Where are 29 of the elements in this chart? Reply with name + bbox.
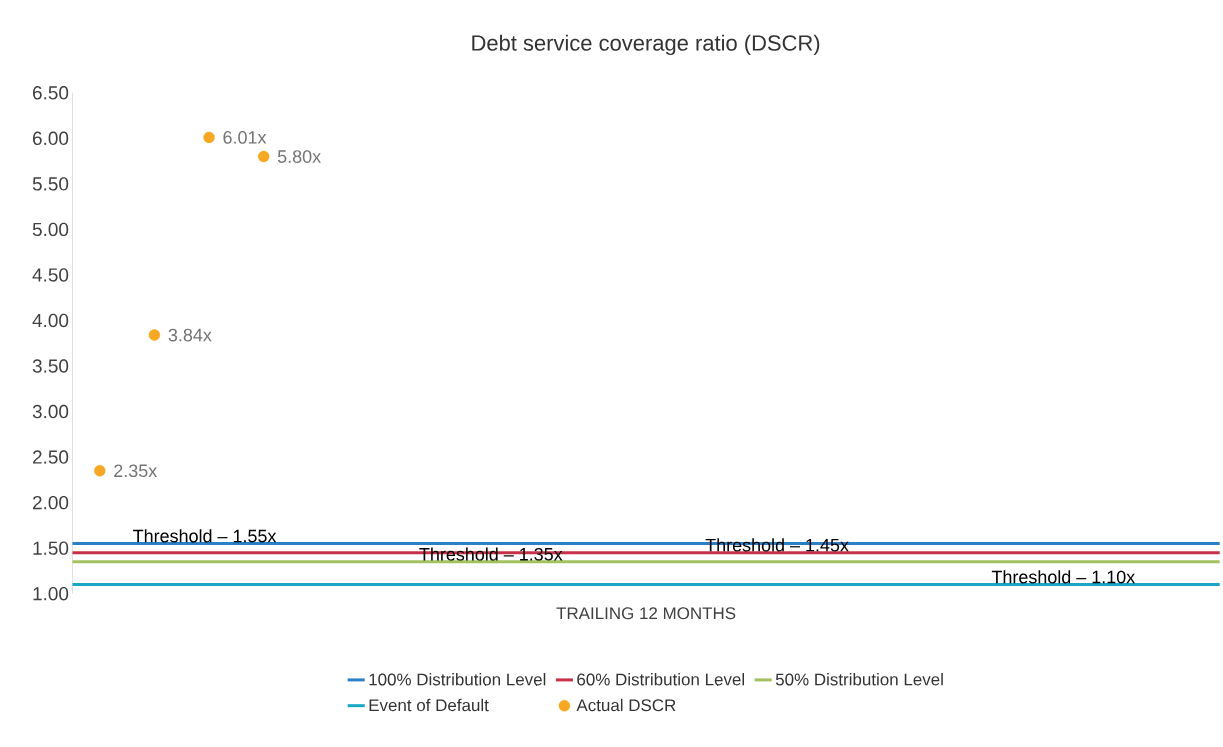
y-tick-label: 6.00 xyxy=(33,131,69,145)
y-tick-label: 2.50 xyxy=(33,450,69,464)
y-tick-label: 3.00 xyxy=(32,404,69,419)
data-label: 6.01x xyxy=(223,130,267,144)
y-tick-label: 4.50 xyxy=(32,268,69,282)
data-label: 2.35x xyxy=(114,464,158,477)
x-axis-title: TRAILING 12 MONTHS xyxy=(556,607,736,620)
y-tick-label: 3.50 xyxy=(32,359,69,373)
data-label: 3.84x xyxy=(168,328,212,342)
legend-label: 100% Distribution Level xyxy=(369,672,546,686)
legend-label: 50% Distribution Level xyxy=(775,672,943,686)
y-tick-label: 1.00 xyxy=(33,586,69,601)
point xyxy=(148,329,161,341)
y-tick-label: 1.50 xyxy=(33,541,69,555)
point xyxy=(257,150,270,163)
legend-label: Actual DSCR xyxy=(576,698,676,712)
y-tick-label: 5.50 xyxy=(32,176,69,191)
chart-title: Debt service coverage ratio (DSCR) xyxy=(472,34,820,55)
annotation: Threshold – 1.10x xyxy=(991,570,1135,584)
point xyxy=(203,131,215,143)
y-tick-label: 2.00 xyxy=(33,495,69,510)
legend-label: 60% Distribution Level xyxy=(577,672,745,686)
legend-label: Event of Default xyxy=(369,698,489,712)
y-tick-label: 5.00 xyxy=(32,222,69,236)
point xyxy=(94,464,106,477)
data-label: 5.80x xyxy=(277,150,321,163)
y-tick-label: 6.50 xyxy=(33,85,69,100)
annotation: Threshold – 1.55x xyxy=(133,529,277,543)
y-tick-label: 4.00 xyxy=(32,313,69,328)
